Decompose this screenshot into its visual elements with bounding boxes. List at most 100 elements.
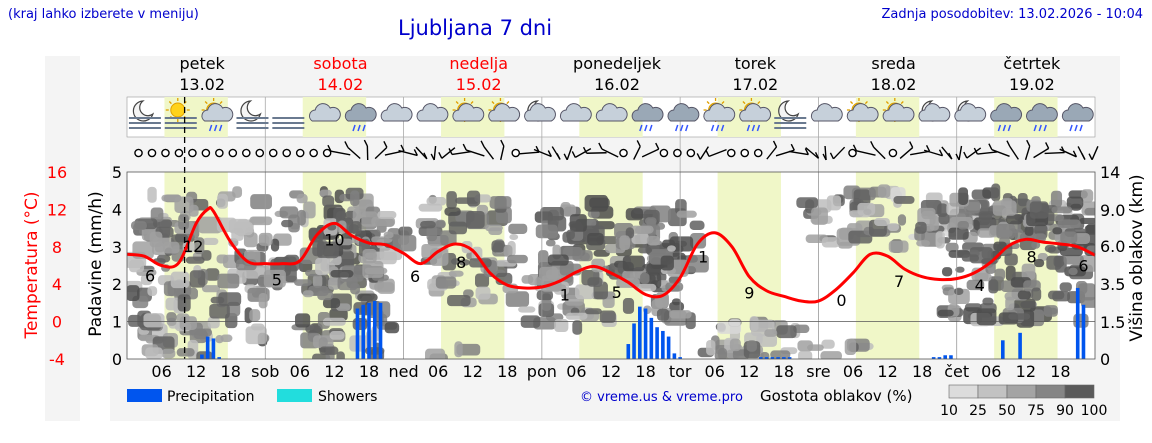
sun-ray: [168, 101, 172, 105]
cloud-cell: [540, 206, 564, 221]
cloud-icon: [595, 103, 628, 122]
wind-calm-icon: [753, 148, 763, 158]
cloud-shape: [524, 103, 556, 122]
wind-calm-icon: [215, 148, 224, 158]
cloud-scale-swatch: [977, 384, 1008, 399]
sun-rain-icon: [201, 98, 234, 132]
cloud-height-tick-label: 0: [1100, 350, 1110, 369]
x-tick-label: sre: [806, 362, 830, 381]
cloud-cell: [844, 338, 857, 355]
wind-barb-tick: [973, 147, 978, 155]
cloud-cell: [634, 226, 652, 235]
day-date: 18.02: [871, 75, 917, 94]
rain-drop: [218, 124, 223, 132]
wind-barb-tick: [480, 140, 485, 148]
cloud-scale-label: 10: [940, 403, 958, 419]
day-name: četrtek: [1003, 54, 1061, 73]
wind-barb-icon: [330, 150, 351, 156]
cloud-cell: [537, 250, 549, 267]
cloud-cell: [631, 232, 649, 245]
precip-bar: [776, 357, 780, 359]
wind-calm-icon: [188, 148, 197, 158]
wind-barb-tick: [430, 153, 435, 161]
cloud-cell: [161, 194, 182, 202]
x-tick-label: 12: [463, 362, 483, 381]
precip-bar: [367, 302, 371, 359]
cloud-cell: [572, 320, 583, 335]
cloud-cell: [288, 214, 300, 233]
cloud-cell: [646, 263, 665, 274]
wind-calm-icon: [888, 148, 898, 158]
cloud-shape: [990, 103, 1023, 122]
cloud-cell: [218, 292, 242, 306]
cloud-cell: [509, 233, 519, 241]
cloud-cell: [569, 214, 587, 232]
cloud-cell: [1005, 296, 1015, 311]
cloud-cell: [587, 232, 604, 246]
x-tick-label: 06: [705, 362, 725, 381]
day-name: petek: [179, 54, 225, 73]
precip-tick-label: 2: [112, 275, 122, 294]
sun-ray: [757, 101, 761, 105]
cloud-cell: [1084, 224, 1095, 234]
precip-bar: [1001, 340, 1005, 359]
precip-bar: [638, 306, 642, 359]
wind-barb-tick: [448, 148, 453, 155]
cloud-cell: [475, 286, 491, 300]
cloud-cell: [857, 202, 876, 216]
x-tick-label: čet: [944, 362, 969, 381]
x-tick-label: 18: [912, 362, 932, 381]
cloud-cell: [352, 208, 362, 223]
precipitation-swatch: [127, 389, 162, 402]
cloud-cell: [215, 335, 224, 344]
wind-calm-icon: [295, 148, 305, 158]
cloud-shape: [810, 103, 843, 122]
cloud-cell: [1052, 227, 1063, 235]
cloud-cell: [466, 210, 485, 229]
cloud-cell: [506, 254, 528, 264]
temperature-label: 0: [836, 291, 846, 310]
cloud-cell: [622, 255, 645, 272]
sun-ray: [721, 101, 725, 105]
wind-barb-tick: [556, 153, 561, 160]
cloud-cell: [270, 238, 280, 252]
cloud-cell: [249, 309, 261, 322]
cloud-shape: [1061, 103, 1094, 122]
x-tick-label: 12: [877, 362, 897, 381]
cloud-cell: [189, 328, 207, 344]
cloud-cell: [1073, 233, 1091, 244]
cloud-cell: [1029, 201, 1049, 219]
cloud-cell: [948, 288, 970, 305]
temperature-axis-title: Temperatura (°C): [22, 191, 42, 339]
cloud-cell: [305, 325, 322, 333]
cloud-cell: [625, 208, 644, 221]
cloud-cell: [974, 272, 992, 282]
wind-barb-tick: [571, 151, 576, 158]
wind-barb-tick: [963, 151, 968, 159]
cloud-cell: [205, 268, 220, 281]
precip-bar: [643, 308, 648, 359]
cloud-cell: [948, 227, 969, 240]
wind-barb-icon: [923, 149, 943, 157]
temperature-label: 1: [560, 285, 570, 304]
cloud-cell: [350, 221, 362, 235]
cloud-cell: [147, 286, 158, 297]
day-date: 17.02: [732, 75, 778, 94]
cloud-shape: [918, 103, 951, 122]
cloud-cell: [179, 316, 197, 330]
sun-ray: [885, 101, 889, 105]
cloud-cell: [383, 231, 394, 239]
cloud-cell: [435, 276, 457, 289]
plot-frame: [126, 171, 1096, 360]
temp-tick-label: 16: [47, 163, 67, 182]
day-date: 19.02: [1009, 75, 1055, 94]
cloud-cell: [547, 254, 569, 266]
cloud-cell: [362, 249, 377, 264]
precip-bar: [361, 304, 366, 359]
cloud-cell: [140, 274, 153, 286]
day-date: 16.02: [594, 75, 640, 94]
cloud-cell: [336, 351, 345, 359]
precip-bar: [649, 317, 654, 359]
cloud-cell: [1079, 217, 1095, 224]
wind-barb-icon: [899, 147, 914, 159]
